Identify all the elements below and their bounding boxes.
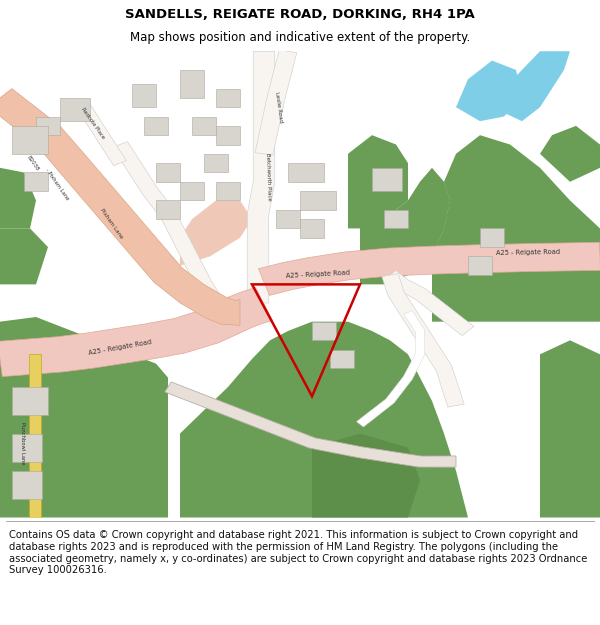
Polygon shape bbox=[156, 201, 180, 219]
Text: Pixham Lane: Pixham Lane bbox=[99, 208, 123, 240]
Text: SANDELLS, REIGATE ROAD, DORKING, RH4 1PA: SANDELLS, REIGATE ROAD, DORKING, RH4 1PA bbox=[125, 8, 475, 21]
Text: A25 - Reigate Road: A25 - Reigate Road bbox=[286, 269, 350, 279]
Polygon shape bbox=[288, 163, 324, 182]
Polygon shape bbox=[180, 182, 204, 201]
Polygon shape bbox=[276, 210, 300, 228]
Polygon shape bbox=[180, 322, 468, 518]
Polygon shape bbox=[456, 61, 522, 121]
Polygon shape bbox=[112, 142, 234, 317]
Polygon shape bbox=[24, 173, 48, 191]
Polygon shape bbox=[29, 354, 41, 518]
Text: Punchbowl Lane: Punchbowl Lane bbox=[20, 422, 25, 464]
Polygon shape bbox=[540, 126, 600, 182]
Polygon shape bbox=[360, 168, 450, 284]
Polygon shape bbox=[312, 322, 336, 341]
Polygon shape bbox=[0, 168, 36, 228]
Text: Redcote Place: Redcote Place bbox=[80, 107, 106, 140]
Polygon shape bbox=[12, 387, 48, 415]
Polygon shape bbox=[60, 98, 90, 121]
Polygon shape bbox=[0, 228, 48, 284]
Polygon shape bbox=[132, 84, 156, 107]
Polygon shape bbox=[300, 191, 336, 210]
Polygon shape bbox=[255, 50, 297, 155]
Polygon shape bbox=[372, 168, 402, 191]
Polygon shape bbox=[12, 471, 42, 499]
Polygon shape bbox=[492, 51, 570, 121]
Polygon shape bbox=[312, 434, 420, 518]
Text: A25 - Reigate Road: A25 - Reigate Road bbox=[88, 339, 152, 356]
Polygon shape bbox=[156, 163, 180, 182]
Polygon shape bbox=[216, 126, 240, 144]
Polygon shape bbox=[480, 228, 504, 247]
Polygon shape bbox=[0, 288, 272, 377]
Polygon shape bbox=[384, 271, 474, 336]
Polygon shape bbox=[300, 219, 324, 238]
Text: B2038: B2038 bbox=[26, 154, 40, 172]
Polygon shape bbox=[77, 105, 127, 166]
Text: - Pixham Lane: - Pixham Lane bbox=[44, 168, 70, 201]
Polygon shape bbox=[420, 182, 450, 256]
Polygon shape bbox=[382, 274, 464, 407]
Text: Contains OS data © Crown copyright and database right 2021. This information is : Contains OS data © Crown copyright and d… bbox=[9, 531, 587, 575]
Polygon shape bbox=[330, 349, 354, 368]
Polygon shape bbox=[36, 116, 60, 135]
Polygon shape bbox=[180, 70, 204, 98]
Polygon shape bbox=[192, 116, 216, 135]
Polygon shape bbox=[0, 89, 240, 326]
Text: Betchworth Place: Betchworth Place bbox=[265, 153, 272, 201]
Polygon shape bbox=[356, 311, 425, 427]
Polygon shape bbox=[540, 341, 600, 518]
Text: A25 - Reigate Road: A25 - Reigate Road bbox=[496, 249, 560, 256]
Polygon shape bbox=[384, 210, 408, 228]
Polygon shape bbox=[165, 382, 456, 467]
Polygon shape bbox=[0, 317, 168, 518]
Polygon shape bbox=[348, 135, 408, 228]
Polygon shape bbox=[432, 135, 600, 322]
Polygon shape bbox=[180, 201, 252, 266]
Polygon shape bbox=[144, 116, 168, 135]
Polygon shape bbox=[468, 256, 492, 275]
Polygon shape bbox=[204, 154, 228, 173]
Text: Map shows position and indicative extent of the property.: Map shows position and indicative extent… bbox=[130, 31, 470, 44]
Polygon shape bbox=[259, 242, 600, 296]
Polygon shape bbox=[12, 434, 42, 461]
Text: Leslie Road: Leslie Road bbox=[274, 91, 284, 123]
Polygon shape bbox=[12, 126, 48, 154]
Polygon shape bbox=[216, 89, 240, 107]
Polygon shape bbox=[216, 182, 240, 201]
Polygon shape bbox=[247, 51, 275, 303]
